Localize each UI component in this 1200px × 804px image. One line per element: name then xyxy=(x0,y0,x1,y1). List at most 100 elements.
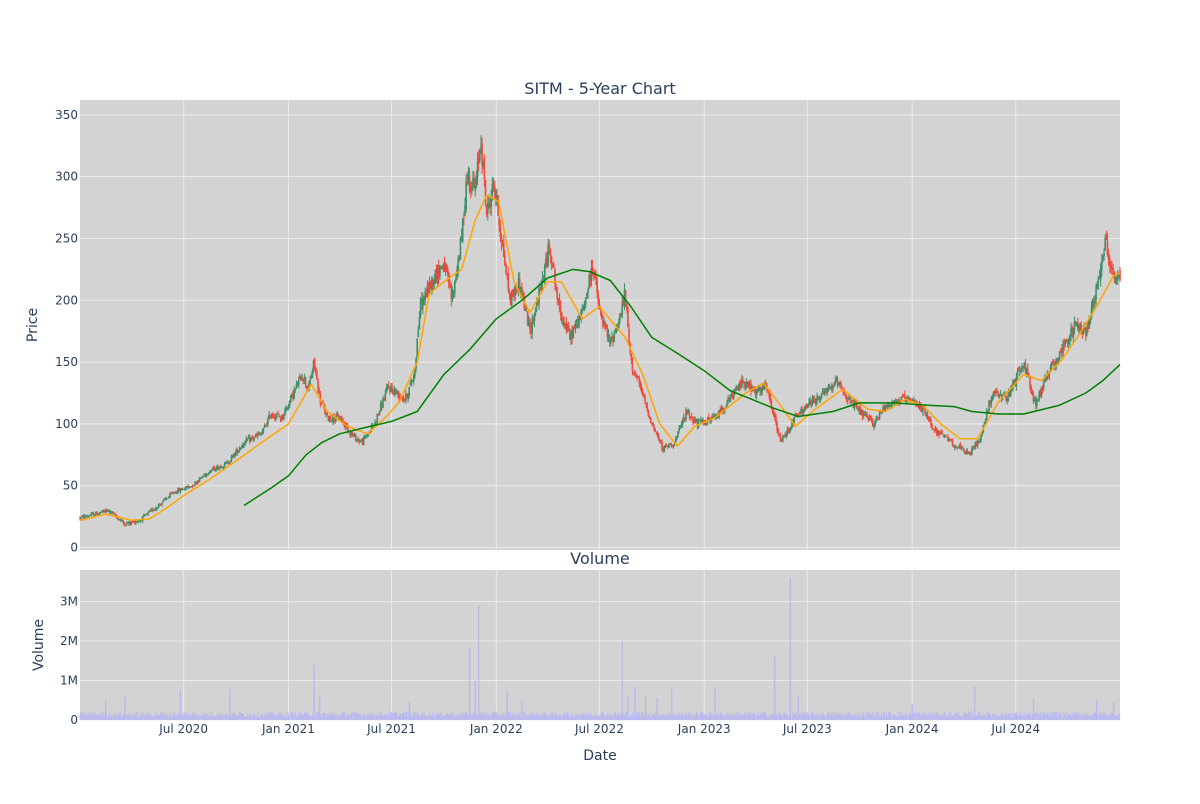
volume-bar xyxy=(941,716,942,720)
volume-bar xyxy=(441,711,442,720)
volume-bar xyxy=(218,717,219,720)
candle-body xyxy=(865,413,867,414)
volume-bar xyxy=(786,715,787,720)
volume-bar xyxy=(773,714,774,720)
volume-bar xyxy=(891,717,892,720)
volume-bar xyxy=(527,714,528,720)
volume-bar xyxy=(341,712,342,720)
volume-bar xyxy=(212,715,213,720)
volume-bar xyxy=(852,715,853,720)
candle-body xyxy=(595,277,597,279)
volume-bar xyxy=(171,713,172,720)
candle-body xyxy=(657,434,659,435)
volume-bar xyxy=(178,717,179,720)
volume-bar xyxy=(989,715,990,720)
volume-bar xyxy=(306,712,307,720)
volume-bar xyxy=(83,715,84,720)
candle-body xyxy=(244,441,246,445)
candle-body xyxy=(167,499,169,500)
volume-bar xyxy=(812,712,813,720)
volume-bar xyxy=(155,715,156,720)
volume-bar xyxy=(273,711,274,720)
volume-bar xyxy=(266,714,267,720)
volume-bar xyxy=(614,715,615,720)
candle-body xyxy=(821,394,823,398)
volume-bar xyxy=(184,713,185,720)
volume-bar xyxy=(536,716,537,720)
volume-bar xyxy=(100,714,101,720)
volume-bar xyxy=(710,711,711,720)
candle-body xyxy=(88,516,90,517)
volume-bar xyxy=(1024,716,1025,720)
volume-bar xyxy=(954,716,955,720)
candle-body xyxy=(255,435,257,437)
volume-bar xyxy=(1068,711,1069,720)
candle-body xyxy=(314,359,316,367)
volume-bar xyxy=(380,712,381,720)
volume-bar xyxy=(1068,715,1069,720)
volume-bar xyxy=(352,712,353,720)
volume-bar xyxy=(600,714,601,720)
volume-bar xyxy=(365,716,366,720)
volume-bar xyxy=(300,712,301,720)
volume-bar xyxy=(509,712,510,720)
volume-bar xyxy=(630,714,631,720)
volume-bar xyxy=(823,712,824,720)
candle-body xyxy=(470,189,472,192)
volume-bar xyxy=(383,716,384,720)
volume-bar xyxy=(825,716,826,720)
volume-bar xyxy=(615,713,616,720)
volume-bar xyxy=(1081,714,1082,720)
volume-bar xyxy=(1089,714,1090,720)
volume-bar xyxy=(207,713,208,720)
candle-body xyxy=(879,411,881,418)
volume-bar xyxy=(597,717,598,720)
volume-bar xyxy=(778,715,779,720)
volume-bar xyxy=(216,715,217,720)
volume-bar xyxy=(886,712,887,720)
volume-bar xyxy=(803,711,804,720)
volume-bar xyxy=(802,714,803,720)
volume-bar xyxy=(632,712,633,720)
volume-bar xyxy=(459,714,460,720)
candle-body xyxy=(743,381,745,385)
volume-bar xyxy=(878,717,879,720)
volume-bar xyxy=(1021,716,1022,720)
volume-bar xyxy=(554,715,555,720)
candle-body xyxy=(284,409,286,415)
volume-bar xyxy=(806,715,807,720)
volume-bar xyxy=(190,716,191,720)
volume-bar xyxy=(920,715,921,720)
volume-bar xyxy=(738,712,739,720)
volume-bar xyxy=(130,716,131,720)
volume-bar xyxy=(689,713,690,720)
volume-bar xyxy=(577,714,578,720)
volume-bar xyxy=(261,715,262,720)
volume-bar xyxy=(548,715,549,720)
volume-bar xyxy=(1058,713,1059,720)
volume-bar xyxy=(894,715,895,720)
candle-body xyxy=(157,508,159,509)
volume-bar xyxy=(793,714,794,720)
volume-bar xyxy=(245,717,246,720)
candle-body xyxy=(451,285,453,300)
candle-body xyxy=(1101,261,1103,270)
volume-bar xyxy=(523,712,524,720)
volume-bar xyxy=(166,715,167,720)
volume-bar xyxy=(843,715,844,720)
volume-bar xyxy=(530,715,531,720)
candle-body xyxy=(930,419,932,425)
volume-bar xyxy=(351,715,352,720)
volume-bar xyxy=(347,713,348,720)
volume-bar xyxy=(616,716,617,720)
volume-bar xyxy=(840,714,841,720)
volume-bar xyxy=(1061,712,1062,720)
candle-body xyxy=(924,409,926,415)
candle-body xyxy=(615,331,617,332)
volume-bar xyxy=(261,713,262,720)
candle-body xyxy=(309,380,311,383)
candle-body xyxy=(575,324,577,330)
volume-bar xyxy=(270,711,271,720)
volume-bar xyxy=(801,712,802,720)
volume-bar xyxy=(1010,713,1011,720)
